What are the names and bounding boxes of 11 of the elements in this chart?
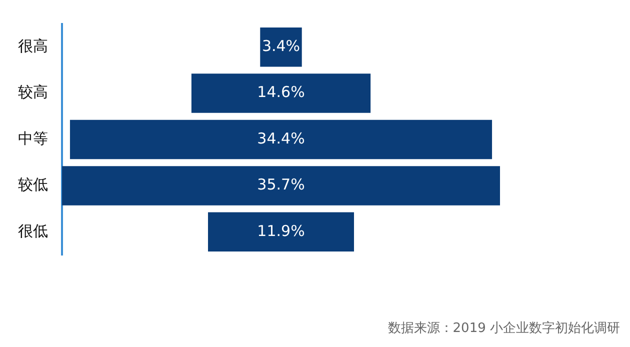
category-label: 很高 bbox=[18, 36, 48, 55]
category-label: 中等 bbox=[18, 129, 48, 148]
source-note: 数据来源：2019 小企业数字初始化调研 bbox=[388, 320, 620, 337]
category-label: 较高 bbox=[18, 83, 48, 102]
data-label: 14.6% bbox=[257, 83, 305, 102]
data-label: 34.4% bbox=[257, 129, 305, 148]
category-label: 较低 bbox=[18, 176, 48, 194]
data-label: 3.4% bbox=[262, 36, 300, 55]
data-label: 35.7% bbox=[257, 176, 305, 194]
category-label: 很低 bbox=[18, 222, 48, 240]
data-label: 11.9% bbox=[257, 222, 305, 240]
